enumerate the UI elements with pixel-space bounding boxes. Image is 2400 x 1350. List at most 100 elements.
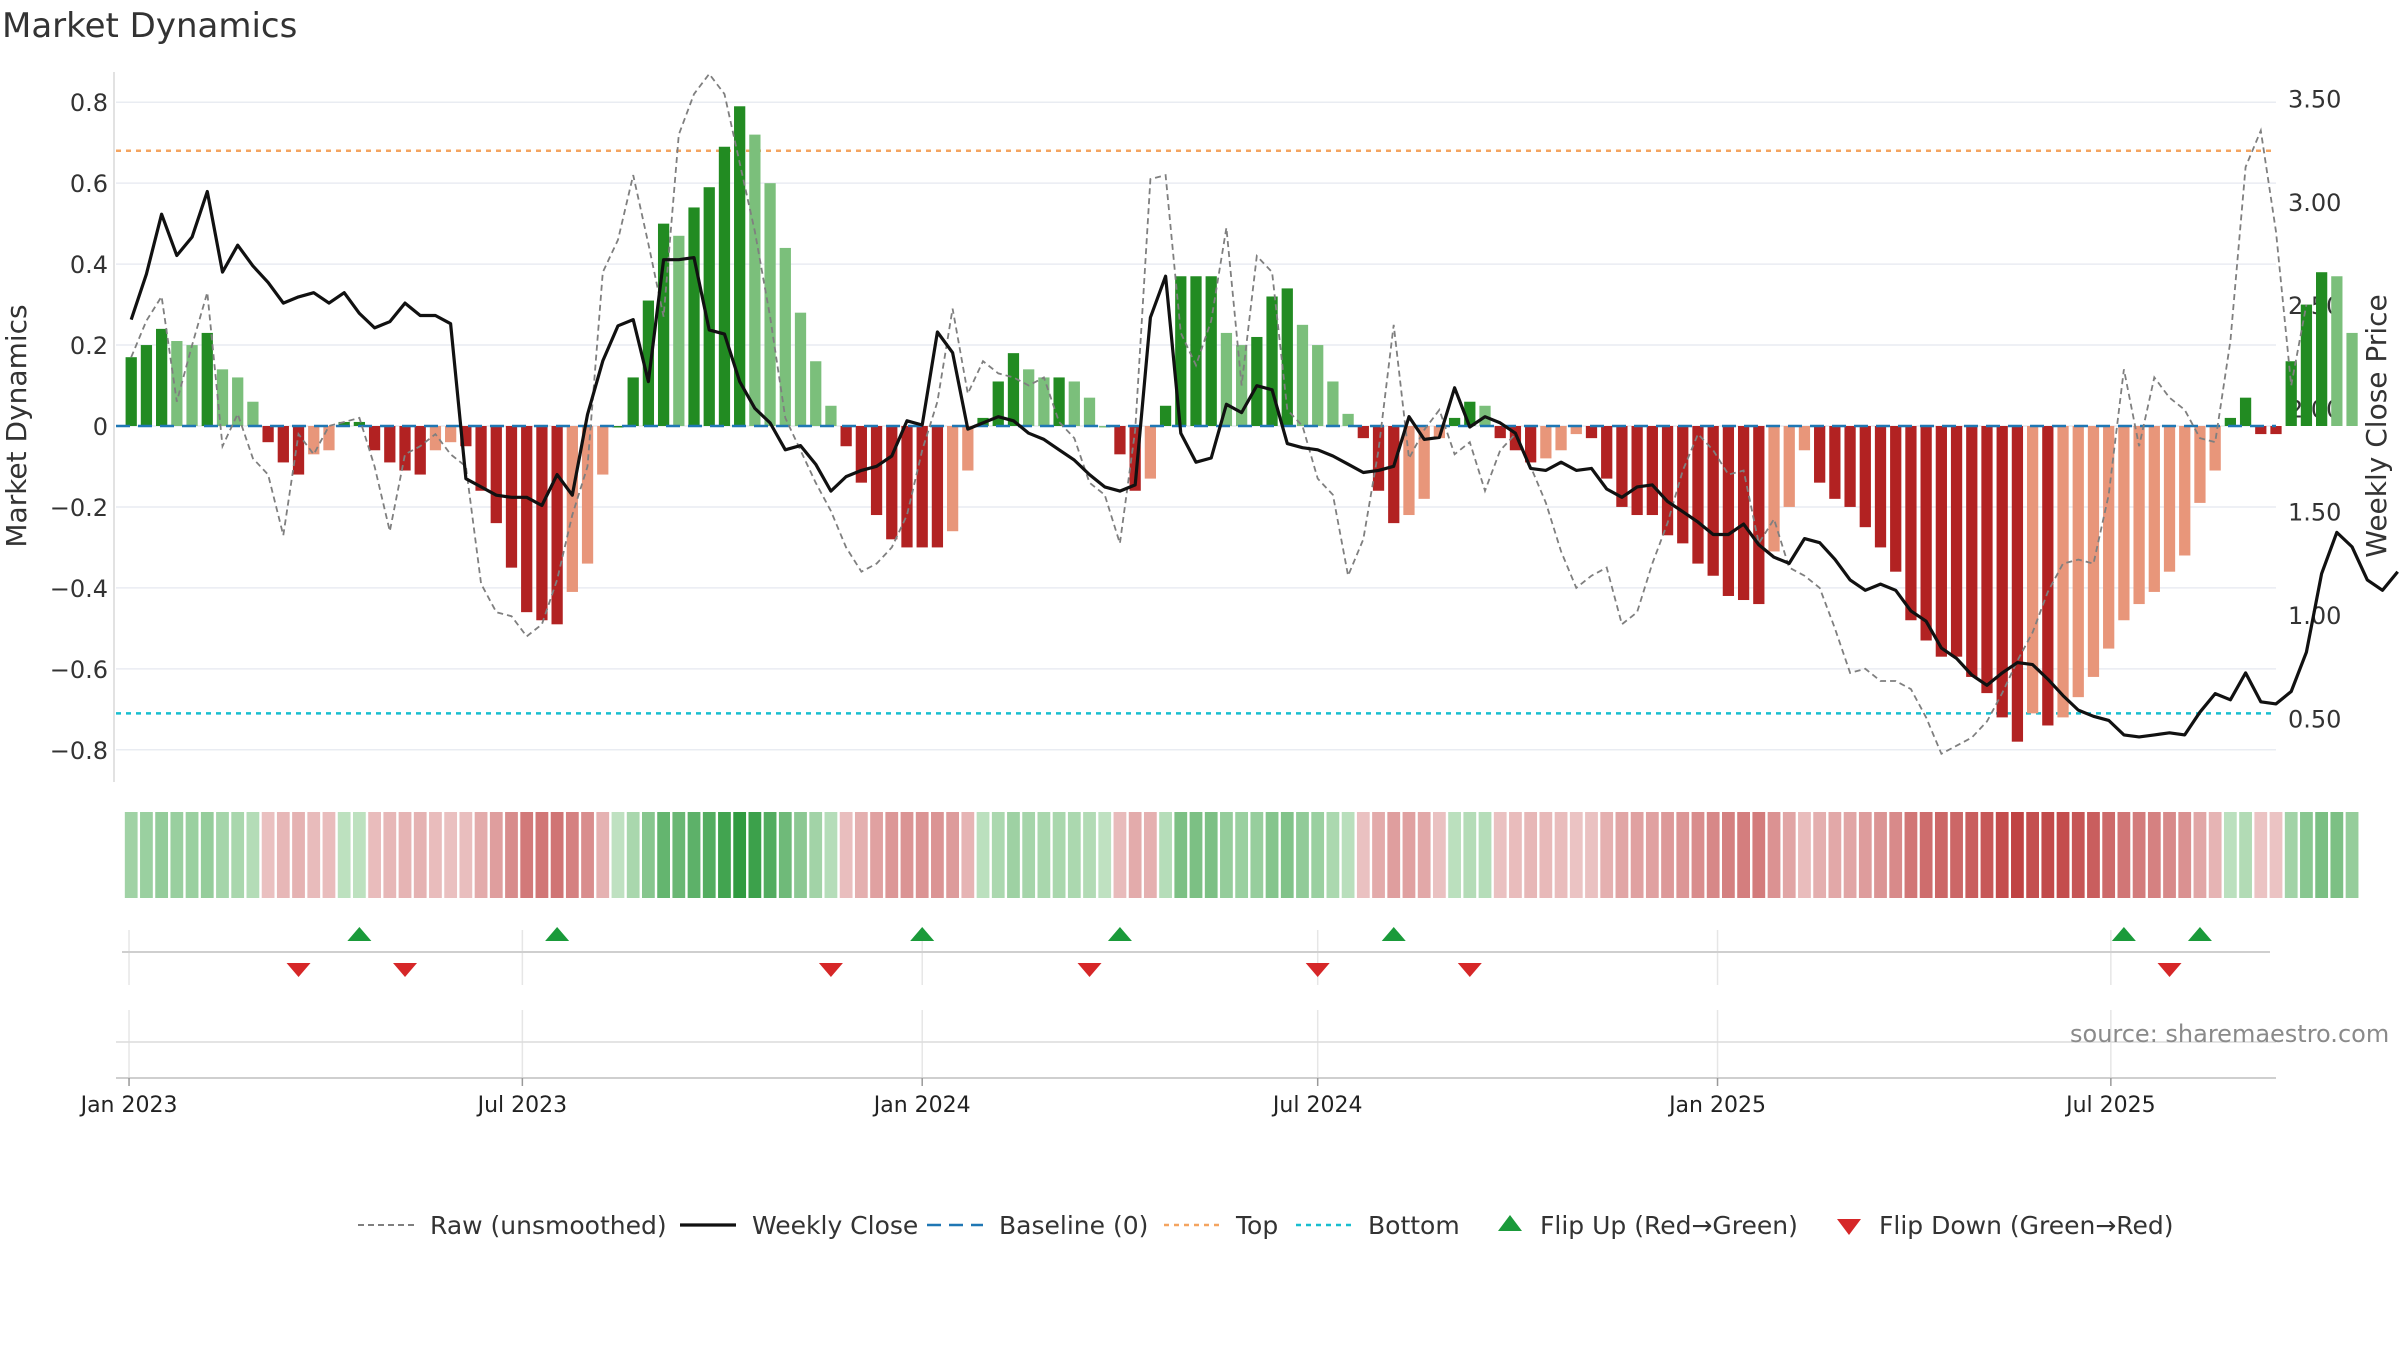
heat-strip-cell [1113,812,1127,898]
heat-strip-cell [352,812,366,898]
heat-strip-cell [1007,812,1020,898]
heat-strip-cell [200,812,214,898]
heat-strip-cell [1858,812,1872,898]
md-bar [384,426,396,463]
heat-strip-cell [2147,812,2161,898]
heat-strip-cell [1280,812,1294,898]
legend-swatch-flip-up [1498,1215,1522,1231]
y-tick-label: 0.8 [70,89,108,117]
md-bar [1342,413,1354,426]
md-bar [657,223,670,426]
heat-strip-cell [961,812,975,898]
heat-strip-cell [1204,812,1218,898]
flip-down-marker [1077,963,1102,977]
legend-label: Weekly Close [752,1211,918,1240]
heat-strip-cell [1417,812,1431,898]
heat-strip-cell [1052,812,1066,898]
heat-strip-cell [1950,812,1963,898]
heat-strip-cell [946,812,960,898]
x-tick-label: Jan 2025 [1667,1093,1766,1118]
y2-tick-label: 3.00 [2288,189,2341,217]
heat-strip-cell [748,812,762,898]
legend-label: Flip Up (Red→Green) [1540,1211,1798,1240]
heat-strip-cell [535,812,549,898]
heat-strip-cell [1995,812,2009,898]
heat-strip-cell [596,812,610,898]
y-tick-label: −0.2 [50,494,108,522]
source-annotation: source: sharemaestro.com [2070,1020,2390,1048]
heat-strip-cell [1356,812,1370,898]
x-tick-label: Jul 2023 [476,1093,568,1118]
md-bar [1327,381,1339,426]
legend-label: Bottom [1368,1211,1460,1240]
heat-strip-cell [2117,812,2131,898]
heat-strip-cell [1980,812,1994,898]
md-bar [1844,426,1856,507]
heat-strip-cell [2163,812,2176,898]
heat-strip-cell [1326,812,1340,898]
flip-up-marker [1381,927,1406,941]
y-tick-label: 0.4 [70,251,108,279]
heat-strip-cell [368,812,381,898]
flip-up-marker [2187,927,2212,941]
md-bar [140,345,153,426]
md-bar [1692,426,1704,564]
heat-strip-cell [611,812,625,898]
heat-strip-cell [626,812,640,898]
heat-strip-cell [1128,812,1142,898]
heat-strip-cell [1661,812,1674,898]
md-bar [460,426,472,447]
md-bar [703,187,715,426]
md-bar [1981,426,1993,694]
y-axis-title: Market Dynamics [0,304,33,547]
md-bar [1798,426,1811,451]
heat-strip-cell [2300,812,2313,898]
md-bar [1509,426,1522,451]
y-tick-label: −0.8 [50,737,108,765]
md-bar [2133,426,2145,605]
heat-strip-cell [489,812,503,898]
md-bar [2057,426,2069,718]
md-bar [1099,426,1111,428]
md-bar [916,426,928,548]
md-bar [125,357,137,426]
heat-strip-cell [1889,812,1903,898]
heat-strip-cell [1813,812,1827,898]
md-bar [2148,426,2160,592]
md-bar [1388,426,1400,524]
md-bar [2072,426,2084,698]
md-bar [475,426,487,491]
heat-strip-cell [763,812,777,898]
heat-strip-cell [1402,812,1416,898]
md-bar [292,426,305,475]
md-bar [156,328,168,426]
md-bar [688,207,700,426]
md-bar [551,426,563,625]
md-bar [1403,426,1415,516]
md-bar [825,405,837,426]
heat-strip-cell [185,812,199,898]
md-bar [1038,377,1050,426]
md-bar [764,183,776,426]
md-bar [597,426,609,475]
md-bar [718,146,731,427]
y2-tick-label: 1.50 [2288,499,2341,527]
md-bar [1935,426,1947,657]
y-tick-label: −0.6 [50,656,108,684]
heat-strip-cell [991,812,1005,898]
heat-strip-cell [794,812,807,898]
heat-strip-cell [474,812,488,898]
md-bar [673,235,685,426]
legend-label: Top [1235,1211,1278,1240]
legend-label: Baseline (0) [999,1211,1148,1240]
heat-strip-cell [1645,812,1659,898]
md-bar [1829,426,1841,499]
md-bar [627,377,639,426]
md-bar [2011,426,2024,742]
md-bar [536,426,548,621]
heat-strip-cell [1874,812,1887,898]
heat-strip-cell [246,812,260,898]
md-bar [1266,296,1278,426]
md-bar [262,426,274,443]
